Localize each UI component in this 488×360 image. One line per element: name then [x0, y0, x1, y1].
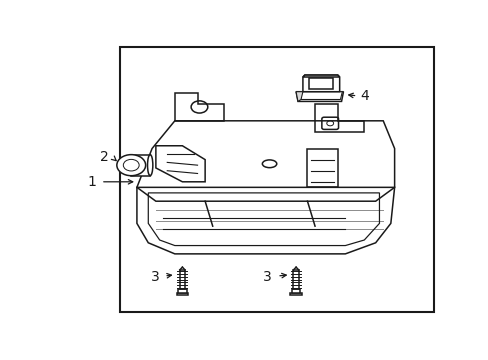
Bar	[178, 289, 186, 293]
Polygon shape	[302, 75, 339, 92]
Polygon shape	[302, 75, 339, 77]
Bar	[309, 78, 332, 89]
Bar	[176, 293, 188, 296]
Text: 3: 3	[263, 270, 271, 284]
Circle shape	[117, 155, 145, 176]
Ellipse shape	[147, 155, 153, 176]
Bar	[291, 289, 300, 293]
Bar	[293, 270, 298, 289]
Text: 2: 2	[100, 150, 109, 164]
Polygon shape	[296, 92, 302, 102]
Text: 1: 1	[87, 175, 97, 189]
Text: 3: 3	[150, 270, 159, 284]
Polygon shape	[296, 92, 343, 102]
Bar	[120, 48, 433, 312]
Bar	[131, 155, 150, 176]
Bar	[290, 293, 301, 296]
Bar	[180, 270, 184, 289]
Text: 4: 4	[359, 89, 368, 103]
Polygon shape	[299, 92, 342, 99]
